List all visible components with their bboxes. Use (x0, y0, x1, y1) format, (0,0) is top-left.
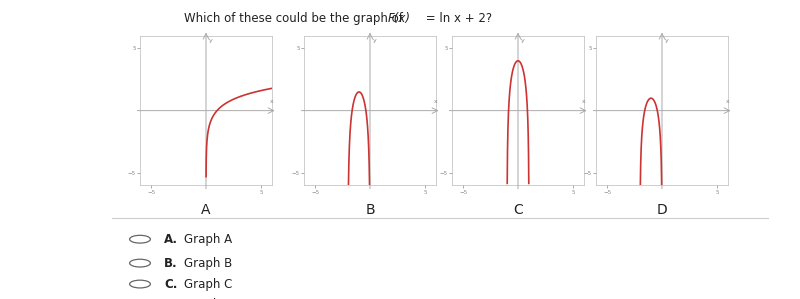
Text: y: y (666, 38, 669, 43)
Text: y: y (522, 38, 525, 43)
Text: C: C (513, 203, 523, 217)
Text: F(x): F(x) (388, 12, 411, 25)
Text: A.: A. (164, 233, 178, 246)
Text: B: B (365, 203, 375, 217)
Text: x: x (582, 99, 586, 104)
Text: x: x (726, 99, 730, 104)
Text: D.: D. (164, 298, 178, 299)
Text: Graph B: Graph B (184, 257, 232, 270)
Text: C.: C. (164, 277, 178, 291)
Text: x: x (434, 99, 438, 104)
Text: Graph D: Graph D (184, 298, 234, 299)
Text: x: x (270, 99, 274, 104)
Text: Graph C: Graph C (184, 277, 232, 291)
Text: Graph A: Graph A (184, 233, 232, 246)
Text: = ln x + 2?: = ln x + 2? (422, 12, 493, 25)
Text: y: y (210, 38, 213, 43)
Text: y: y (374, 38, 377, 43)
Text: B.: B. (164, 257, 178, 270)
Text: A: A (202, 203, 210, 217)
Text: Which of these could be the graph of: Which of these could be the graph of (184, 12, 406, 25)
Text: D: D (657, 203, 667, 217)
